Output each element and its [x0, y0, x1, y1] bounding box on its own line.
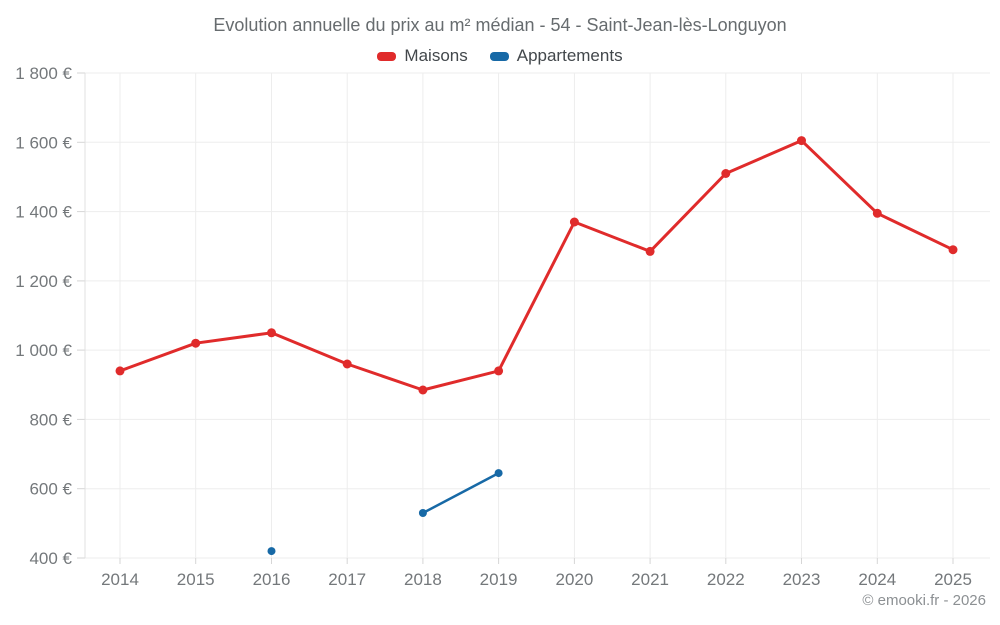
x-axis-label: 2025: [934, 570, 972, 589]
y-axis-label: 800 €: [29, 410, 72, 429]
legend-item-appartements[interactable]: Appartements: [489, 46, 623, 66]
maisons-point-2021[interactable]: [645, 246, 655, 256]
maisons-point-2023[interactable]: [797, 136, 806, 146]
x-axis-label: 2018: [404, 570, 442, 589]
x-axis-label: 2023: [783, 570, 821, 589]
y-axis-label: 1 600 €: [15, 133, 72, 152]
maisons-point-2024[interactable]: [872, 208, 882, 218]
chart-legend: Maisons Appartements: [0, 46, 1000, 66]
maisons-point-2014[interactable]: [115, 366, 125, 376]
x-axis-label: 2016: [253, 570, 291, 589]
series-appartements: [267, 469, 503, 556]
maisons-point-2017[interactable]: [342, 359, 352, 369]
y-grid: 400 € 600 € 800 € 1 000 € 1 200 € 1 400 € 1 60…: [15, 64, 990, 568]
y-axis-label: 600 €: [29, 480, 72, 499]
copyright: © emooki.fr - 2026: [862, 592, 986, 609]
series-maisons: [115, 136, 958, 395]
y-axis-label: 1 200 €: [15, 272, 72, 291]
appartements-swatch-icon: [489, 51, 509, 61]
legend-label-maisons: Maisons: [404, 46, 468, 65]
x-axis-label: 2015: [177, 570, 215, 589]
appartements-point-2018[interactable]: [418, 509, 427, 517]
chart-title: Evolution annuelle du prix au m² médian …: [213, 15, 787, 35]
y-axis-label: 1 800 €: [15, 64, 72, 83]
maisons-point-2016[interactable]: [267, 328, 276, 338]
x-axis-label: 2024: [858, 570, 896, 589]
appartements-point-2016[interactable]: [267, 547, 276, 556]
y-axis-label: 1 000 €: [15, 341, 72, 360]
legend-label-appartements: Appartements: [516, 46, 623, 65]
x-axis-label: 2017: [328, 570, 366, 589]
maisons-point-2019[interactable]: [494, 366, 504, 376]
legend-item-maisons[interactable]: Maisons: [377, 46, 468, 66]
x-axis-label: 2019: [480, 570, 518, 589]
maisons-swatch-icon: [377, 51, 397, 61]
maisons-point-2020[interactable]: [569, 217, 579, 227]
x-axis-label: 2021: [631, 570, 669, 589]
maisons-point-2022[interactable]: [721, 169, 731, 178]
x-grid: 2014 2015 2016 2017 2018 2019 2020 2021 2022 2023…: [101, 73, 972, 589]
x-axis-label: 2014: [101, 570, 139, 589]
maisons-point-2018[interactable]: [418, 385, 428, 395]
y-axis-label: 1 400 €: [15, 203, 72, 222]
y-axis-label: 400 €: [29, 549, 72, 568]
appartements-point-2019[interactable]: [494, 469, 503, 478]
maisons-point-2025[interactable]: [948, 245, 958, 255]
maisons-point-2015[interactable]: [191, 338, 201, 348]
x-axis-label: 2022: [707, 570, 745, 589]
x-axis-label: 2020: [555, 570, 593, 589]
